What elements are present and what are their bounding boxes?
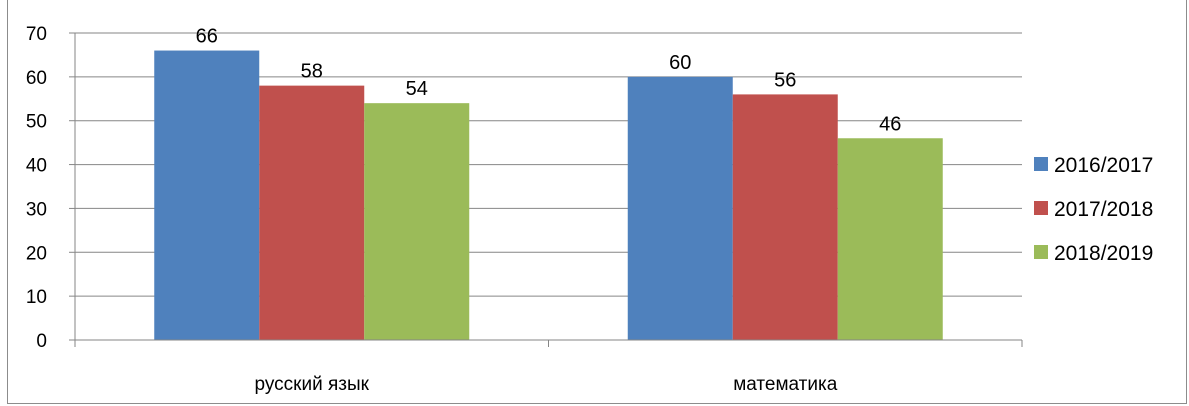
x-category-label: русский язык xyxy=(255,374,370,395)
legend-label: 2018/2019 xyxy=(1054,242,1153,265)
legend-swatch xyxy=(1034,201,1048,215)
bar-2018-2019-cat1 xyxy=(837,138,943,340)
axes: 0 10 20 30 40 50 60 70 русский язык математика xyxy=(26,24,1023,395)
legend-label: 2016/2017 xyxy=(1054,154,1153,177)
bar-2018-2019-cat0 xyxy=(364,103,470,341)
bars xyxy=(154,50,943,341)
y-tick-label: 30 xyxy=(26,199,47,220)
legend-label: 2017/2018 xyxy=(1054,198,1153,221)
legend: 2016/2017 2017/2018 2018/2019 xyxy=(1034,154,1153,265)
bar-2017-2018-cat0 xyxy=(259,85,365,340)
legend-swatch xyxy=(1034,157,1048,171)
data-label: 58 xyxy=(301,61,323,83)
x-category-label: математика xyxy=(733,374,838,395)
bar-2017-2018-cat1 xyxy=(732,94,838,341)
data-label: 60 xyxy=(669,52,691,74)
bar-2016-2017-cat0 xyxy=(154,50,260,341)
bar-2016-2017-cat1 xyxy=(627,76,733,340)
y-tick-label: 60 xyxy=(26,68,47,89)
data-label: 54 xyxy=(406,78,428,100)
y-tick-label: 20 xyxy=(26,243,47,264)
y-tick-label: 70 xyxy=(26,24,47,45)
y-tick-label: 50 xyxy=(26,112,47,133)
y-tick-label: 10 xyxy=(26,287,47,308)
y-tick-label: 40 xyxy=(26,156,47,177)
data-label: 46 xyxy=(879,113,901,135)
data-label: 56 xyxy=(774,69,796,91)
data-labels: 66 58 54 60 56 46 xyxy=(196,26,902,136)
legend-swatch xyxy=(1034,245,1048,259)
data-label: 66 xyxy=(196,26,218,48)
y-tick-label: 0 xyxy=(36,331,47,352)
